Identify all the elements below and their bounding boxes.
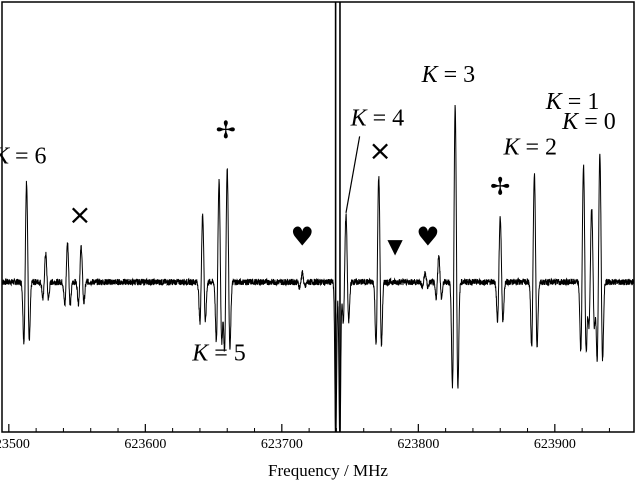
spectrum-series (2, 2, 634, 432)
x-tick-label-623500: 623500 (0, 437, 30, 452)
x-tick-label-623800: 623800 (397, 437, 439, 452)
x-tick-label-623700: 623700 (261, 437, 303, 452)
annotation-k-value: = 0 (578, 109, 616, 135)
annotation-k-0: K = 6 (0, 144, 47, 170)
annotation-k-value: = 6 (9, 144, 47, 170)
annotation-k-1: K = 5 (191, 340, 246, 366)
annotation-k-value: = 4 (367, 105, 405, 131)
annotation-k-value: = 5 (208, 340, 246, 366)
x-axis-title: Frequency / MHz (268, 461, 388, 480)
annotation-k-6: K = 0 (561, 109, 616, 135)
k4-leader-line (346, 136, 360, 212)
annotation-k-value: = 2 (519, 135, 557, 161)
marker-0: × (68, 198, 91, 231)
marker-1: × (368, 134, 391, 167)
marker-6: ▼ (387, 234, 403, 258)
x-tick-label-623600: 623600 (124, 437, 166, 452)
peak-markers: × × ✢ ✢ ♥ ♥ ▼ (68, 116, 510, 258)
marker-5: ♥ (416, 223, 439, 253)
x-tick-label-623900: 623900 (534, 437, 576, 452)
marker-2: ✢ (216, 116, 236, 144)
marker-3: ✢ (490, 173, 510, 201)
annotation-k-value: = 3 (438, 62, 476, 88)
x-axis: 623500 623600 623700 623800 623900 (0, 424, 609, 452)
k-annotations: K = 6K = 5K = 4K = 3K = 2K = 1K = 0 (0, 62, 616, 366)
annotation-k-3: K = 3 (421, 62, 476, 88)
marker-4: ♥ (291, 223, 314, 253)
annotation-k-2: K = 4 (350, 105, 405, 131)
plot-frame (2, 2, 634, 432)
annotation-k-4: K = 2 (502, 135, 557, 161)
